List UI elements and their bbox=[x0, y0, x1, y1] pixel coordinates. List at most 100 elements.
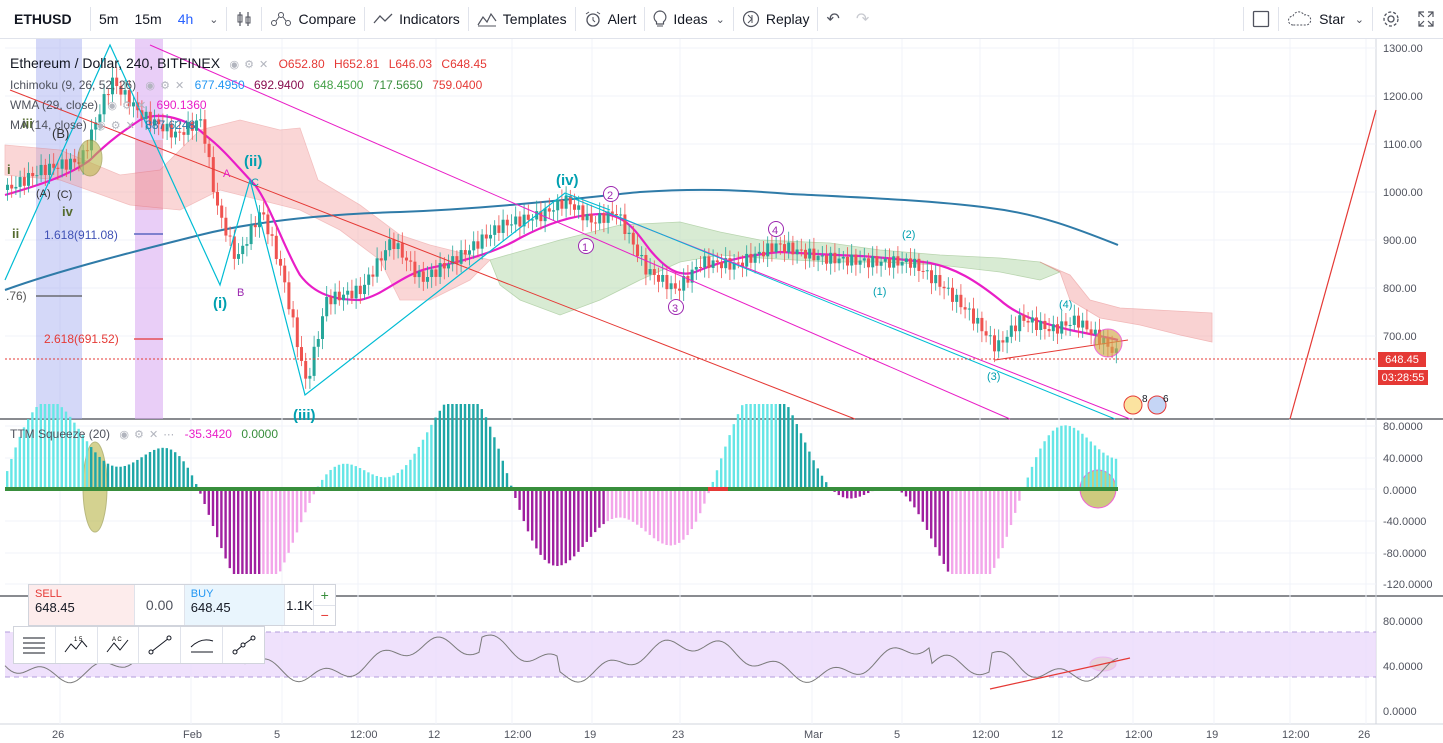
chart-type-button[interactable] bbox=[227, 0, 261, 38]
chevron-down-icon: ⌄ bbox=[1354, 13, 1364, 26]
ttm-bar bbox=[560, 489, 563, 566]
chart-area[interactable]: (iv) (iii) (ii) (i) iv ii i iii (B) (A) … bbox=[0, 39, 1443, 743]
templates-button[interactable]: Templates bbox=[469, 0, 575, 38]
quantity-field[interactable]: 1.1K bbox=[284, 585, 313, 625]
candle-body bbox=[589, 214, 593, 223]
interval-4h[interactable]: 4h bbox=[177, 11, 194, 27]
ttm-bar bbox=[1005, 489, 1008, 537]
increment-button[interactable]: + bbox=[314, 585, 335, 606]
ttm-label[interactable]: TTM Squeeze (20) bbox=[10, 427, 111, 441]
candle-body bbox=[741, 262, 744, 267]
wma-line bbox=[4, 115, 1119, 342]
redo-button[interactable]: ↷ bbox=[855, 11, 870, 28]
ideas-button[interactable]: Ideas ⌄ bbox=[645, 0, 732, 38]
candle-body bbox=[1051, 324, 1055, 332]
ttm-bar bbox=[1043, 441, 1046, 489]
settings-button[interactable] bbox=[1373, 0, 1409, 38]
series-title[interactable]: Ethereum / Dollar, 240, BITFINEX bbox=[10, 55, 221, 71]
drawing-tool[interactable] bbox=[139, 627, 182, 663]
ttm-bar bbox=[589, 489, 593, 537]
candle-body bbox=[526, 214, 530, 220]
ma-label[interactable]: MA (14, close) bbox=[10, 118, 87, 132]
ttm-bar bbox=[820, 475, 824, 489]
ttm-bar bbox=[253, 489, 257, 574]
ttm-bar bbox=[56, 404, 59, 489]
candle-body bbox=[476, 241, 480, 249]
save-cloud-button[interactable]: Star ⌄ bbox=[1279, 0, 1372, 38]
drawing-tool[interactable] bbox=[14, 627, 56, 663]
candle-body bbox=[690, 269, 694, 283]
drawing-tool[interactable]: A C bbox=[98, 627, 140, 663]
drawing-tool[interactable] bbox=[181, 627, 224, 663]
ttm-bar bbox=[274, 489, 278, 574]
ttm-bar bbox=[321, 479, 324, 489]
chart-canvas[interactable]: (iv) (iii) (ii) (i) iv ii i iii (B) (A) … bbox=[0, 39, 1443, 743]
candle-body bbox=[820, 255, 824, 257]
ttm-bar bbox=[543, 489, 546, 560]
grid-lines bbox=[5, 39, 1376, 724]
legend-action-icons[interactable]: ◉ ⚙ ✕ bbox=[145, 80, 186, 92]
time-tick: 26 bbox=[1358, 729, 1370, 741]
fullscreen-button[interactable] bbox=[1409, 0, 1443, 38]
ttm-bar bbox=[938, 489, 941, 556]
candle-body bbox=[434, 269, 438, 277]
candle-body bbox=[199, 119, 203, 121]
divider bbox=[364, 7, 366, 31]
wave-abc-icon: A C bbox=[106, 637, 129, 653]
drawing-tool[interactable]: 1 5 bbox=[56, 627, 98, 663]
candle-body bbox=[552, 210, 555, 212]
interval-5m[interactable]: 5m bbox=[99, 11, 119, 27]
ttm-bar bbox=[699, 489, 702, 514]
candle-body bbox=[346, 290, 350, 295]
legend-action-icons[interactable]: ◉ ⚙ ✕ ⋯ bbox=[119, 429, 176, 441]
legend-action-icons[interactable]: ◉ ⚙ ✕ bbox=[107, 100, 148, 112]
legend-action-icons[interactable]: ◉ ⚙ ✕ bbox=[96, 120, 136, 132]
candle-body bbox=[94, 122, 98, 130]
ttm-bar bbox=[619, 489, 622, 518]
alert-button[interactable]: Alert bbox=[576, 0, 645, 38]
time-tick: 19 bbox=[584, 729, 596, 741]
candle-body bbox=[186, 122, 190, 135]
ttm-bar bbox=[673, 489, 677, 545]
cloud-icon bbox=[1288, 11, 1312, 26]
wave-label: (4) bbox=[1059, 299, 1072, 311]
sell-button[interactable]: SELL 648.45 bbox=[29, 585, 136, 625]
compare-button[interactable]: Compare bbox=[262, 0, 364, 38]
ttm-bar bbox=[127, 464, 131, 489]
candle-body bbox=[1056, 324, 1059, 334]
candle-body bbox=[711, 260, 715, 268]
wma-label[interactable]: WMA (29, close) bbox=[10, 98, 99, 112]
ttm-bar bbox=[762, 404, 765, 489]
undo-button[interactable]: ↶ bbox=[826, 11, 840, 28]
ttm-bar bbox=[963, 489, 966, 574]
candle-body bbox=[400, 243, 404, 258]
countdown-tag: 03:28:55 bbox=[1378, 370, 1428, 385]
ichimoku-label[interactable]: Ichimoku (9, 26, 52, 26) bbox=[10, 78, 137, 92]
interval-dropdown-icon[interactable]: ⌄ bbox=[209, 13, 219, 26]
candle-body bbox=[329, 297, 333, 305]
replay-button[interactable]: Replay bbox=[734, 0, 818, 38]
ttm-bar bbox=[350, 464, 353, 489]
fullscreen-layout-button[interactable] bbox=[1244, 0, 1278, 38]
candle-body bbox=[997, 340, 1001, 352]
ttm-bar bbox=[505, 473, 509, 489]
candle-body bbox=[749, 253, 753, 263]
decrement-button[interactable]: − bbox=[320, 607, 329, 624]
indicators-button[interactable]: Indicators bbox=[365, 0, 468, 38]
candle-body bbox=[1072, 315, 1076, 325]
candle-body bbox=[312, 346, 316, 376]
candle-body bbox=[858, 260, 862, 265]
wma-legend: WMA (29, close) ◉ ⚙ ✕ 690.1360 bbox=[10, 98, 213, 112]
candle-body bbox=[1009, 325, 1013, 337]
ttm-bar bbox=[472, 404, 475, 489]
legend-action-icons[interactable]: ◉ ⚙ ✕ bbox=[229, 59, 270, 71]
ttm-bar bbox=[157, 448, 160, 489]
candle-body bbox=[447, 264, 450, 269]
ttm-bar bbox=[392, 475, 395, 489]
buy-button[interactable]: BUY 648.45 bbox=[183, 585, 285, 625]
interval-15m[interactable]: 15m bbox=[134, 11, 162, 27]
candle-body bbox=[497, 225, 501, 233]
candle-body bbox=[984, 331, 988, 336]
symbol-search[interactable]: ETHUSD bbox=[14, 11, 72, 27]
drawing-tool[interactable] bbox=[223, 627, 264, 663]
